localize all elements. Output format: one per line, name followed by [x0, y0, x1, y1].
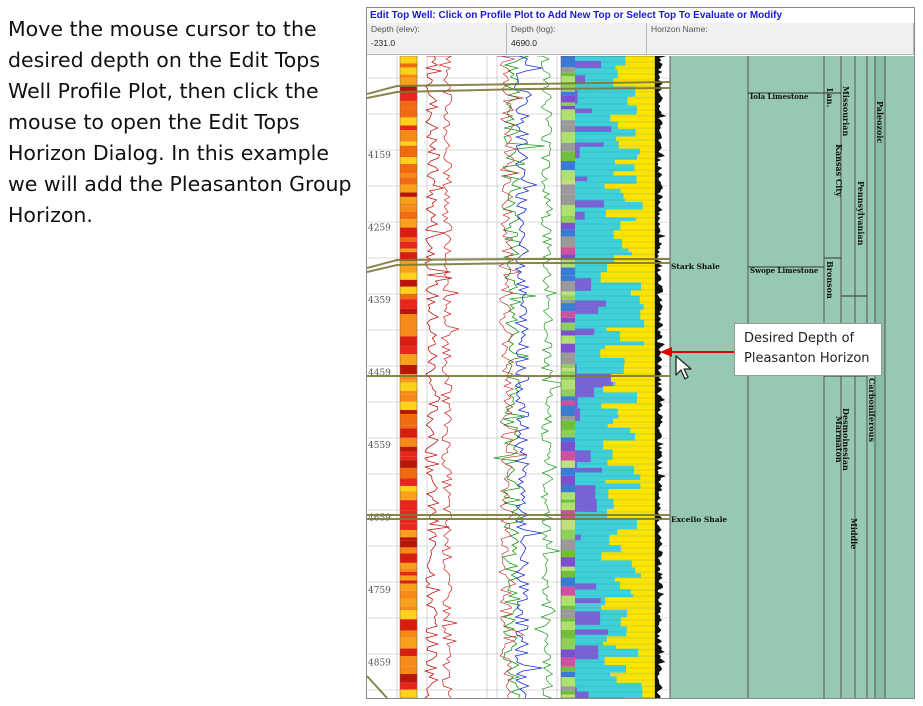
group-label-marmaton: Marmaton	[834, 416, 844, 463]
depth-tick-label: 4159	[368, 151, 391, 161]
top-label-stark-shale: Stark Shale	[671, 262, 720, 271]
depth-log-label: Depth (log):	[511, 24, 556, 34]
stage-label-missourian: Missourian	[841, 86, 851, 136]
depth-elev-label: Depth (elev):	[371, 24, 420, 34]
window-title: Edit Top Well: Click on Profile Plot to …	[370, 10, 783, 21]
well-profile-plot[interactable]: 4159 4259 4359 4459 4559 4659 4759 4859	[367, 55, 914, 698]
depth-log-value: 4690.0	[511, 38, 537, 48]
depth-tick-label: 4259	[368, 224, 391, 234]
depth-tick-label: 4559	[368, 441, 391, 451]
formation-label-swope-limestone: Swope Limestone	[750, 266, 819, 275]
system-label-carboniferous: Carboniferous	[867, 378, 877, 442]
formation-label-iola-limestone: Iola Limestone	[750, 92, 809, 101]
desired-depth-callout: Desired Depth of Pleasanton Horizon	[734, 323, 882, 376]
top-label-excello-shale: Excello Shale	[671, 515, 727, 524]
horizon-name-label: Horizon Name:	[651, 24, 708, 34]
depth-tick-label: 4859	[368, 659, 391, 669]
erathem-label-paleozoic: Paleozoic	[875, 101, 885, 143]
stage-label-desmoinesian: Desmoinesian	[841, 408, 851, 471]
horizon-name-field: Horizon Name:	[647, 23, 914, 55]
edit-top-well-window: Edit Top Well: Click on Profile Plot to …	[366, 7, 915, 699]
depth-tick-label: 4459	[368, 369, 391, 379]
series-label-middle: Middle	[849, 518, 859, 549]
group-label-kansas-city: Kansas City	[834, 144, 844, 197]
instruction-text: Move the mouse cursor to the desired dep…	[8, 17, 352, 227]
depth-elev-value: -231.0	[371, 38, 396, 48]
series-label-pennsylvanian: Pennsylvanian	[856, 181, 866, 246]
depth-tick-label: 4359	[368, 296, 391, 306]
mouse-cursor-icon	[675, 355, 692, 380]
depth-log-field: Depth (log): 4690.0	[507, 23, 647, 55]
depth-tick-label: 4759	[368, 586, 391, 596]
depth-elev-field: Depth (elev): -231.0	[367, 23, 507, 55]
group-label-bronson: Bronson	[825, 261, 835, 299]
group-label-lan: Lan.	[825, 88, 835, 108]
red-pointer-arrow	[660, 347, 736, 357]
